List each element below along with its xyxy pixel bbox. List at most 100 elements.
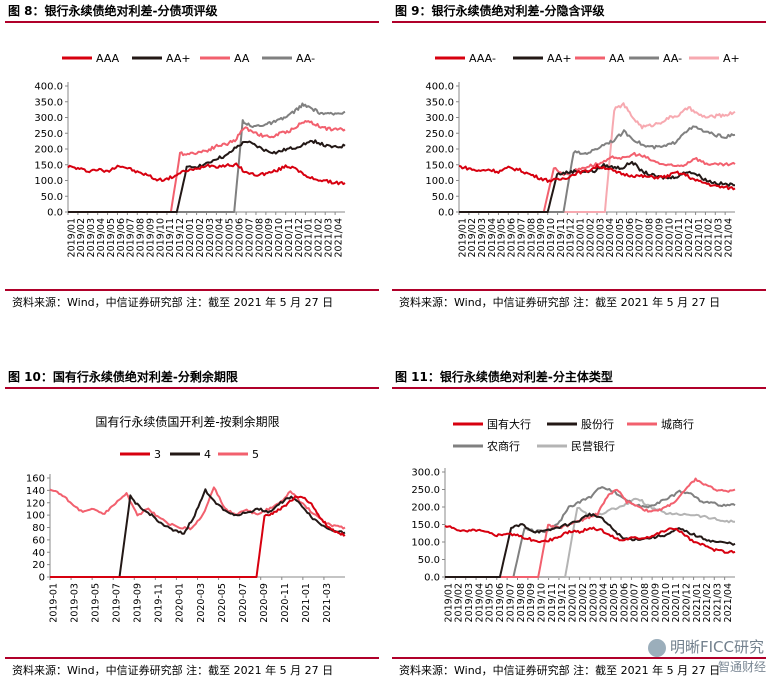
watermark-small: 智通财经 (717, 660, 766, 674)
x-tick-label: 2019/03 (464, 583, 475, 622)
x-tick-label: 2019/05 (106, 218, 117, 257)
source-note: 资料来源：Wind，中信证券研究部 注：截至 2021 年 5 月 27 日 (12, 664, 334, 677)
y-tick-label: 200.0 (411, 503, 440, 514)
x-tick-label: 2019-07 (112, 583, 123, 623)
x-tick-label: 2019/08 (516, 583, 527, 622)
legend-label: A+ (723, 52, 740, 65)
x-tick-label: 2019/01 (66, 218, 77, 257)
x-tick-label: 2020-05 (217, 583, 228, 623)
x-tick-label: 2019/12 (557, 583, 568, 622)
legend-label: AAA- (469, 52, 496, 65)
panel-title: 图 10：国有行永续债绝对利差-分剩余期限 (8, 370, 238, 384)
series-line-gray (68, 102, 346, 213)
x-tick-label: 2020/07 (635, 218, 646, 257)
x-tick-label: 2020/03 (588, 583, 599, 622)
x-tick-label: 2020/04 (215, 218, 226, 257)
y-tick-label: 50.0 (41, 192, 63, 203)
y-tick-label: 0.0 (47, 208, 63, 219)
x-tick-label: 2020/09 (654, 218, 665, 257)
legend-label: AA+ (166, 52, 191, 65)
x-tick-label: 2020/06 (619, 583, 630, 622)
x-tick-label: 2020/07 (630, 583, 641, 622)
x-tick-label: 2019-01 (48, 583, 59, 623)
y-tick-label: 300.0 (425, 113, 454, 124)
source-rule (5, 289, 379, 291)
x-tick-label: 2020/09 (264, 218, 275, 257)
x-tick-label: 2021/01 (692, 583, 703, 622)
x-tick-label: 2020/05 (609, 583, 620, 622)
x-tick-label: 2019/03 (477, 218, 488, 257)
x-tick-label: 2019/10 (537, 583, 548, 622)
x-tick-label: 2020/11 (674, 218, 685, 257)
y-tick-label: 300.0 (411, 468, 440, 479)
panel-title: 图 9：银行永续债绝对利差-分隐含评级 (395, 4, 605, 18)
x-tick-label: 2019-11 (154, 583, 165, 623)
y-tick-label: 100.0 (425, 176, 454, 187)
x-tick-label: 2021/04 (333, 218, 344, 257)
x-tick-label: 2019/10 (155, 218, 166, 257)
source-note: 资料来源：Wind，中信证券研究部 注：截至 2021 年 5 月 27 日 (399, 296, 721, 309)
x-tick-label: 2020/06 (235, 218, 246, 257)
x-tick-label: 2021/02 (314, 218, 325, 257)
title-rule (392, 387, 766, 389)
y-tick-label: 400.0 (34, 82, 63, 93)
x-tick-label: 2019/03 (86, 218, 97, 257)
legend-label: 3 (154, 448, 161, 461)
y-tick-label: 140 (26, 486, 45, 497)
title-rule (392, 21, 766, 23)
y-tick-label: 160 (26, 474, 45, 485)
x-tick-label: 2021/02 (702, 583, 713, 622)
x-tick-label: 2019/06 (116, 218, 127, 257)
legend-label: AA- (296, 52, 315, 65)
x-tick-label: 2019-05 (90, 583, 101, 623)
x-tick-label: 2020/12 (682, 583, 693, 622)
y-tick-label: 300.0 (34, 113, 63, 124)
x-tick-label: 2020/12 (684, 218, 695, 257)
x-tick-label: 2020/02 (578, 583, 589, 622)
legend-label: AA+ (547, 52, 572, 65)
x-tick-label: 2021/04 (723, 583, 734, 622)
x-tick-label: 2020/11 (671, 583, 682, 622)
y-tick-label: 80 (32, 523, 45, 534)
x-tick-label: 2020/10 (664, 218, 675, 257)
series-line-pink (68, 120, 346, 213)
x-tick-label: 2020/04 (599, 583, 610, 622)
x-tick-label: 2020/01 (185, 218, 196, 257)
watermark: 明晰FICC研究 (648, 636, 764, 657)
y-tick-label: 50.0 (418, 555, 440, 566)
chart-fig9: AAA- AA+ AA AA- A+ 0.0 50.0 100.0 150.0 200.0 250.… (425, 52, 740, 257)
y-tick-label: 50.0 (432, 192, 454, 203)
x-tick-label: 2020/03 (205, 218, 216, 257)
series-line-black (459, 160, 735, 213)
x-tick-label: 2019/06 (495, 583, 506, 622)
y-tick-label: 100.0 (34, 176, 63, 187)
series-line-red (444, 525, 736, 554)
y-tick-label: 250.0 (425, 129, 454, 140)
x-tick-label: 2020/05 (615, 218, 626, 257)
y-tick-label: 250.0 (411, 485, 440, 496)
y-tick-label: 350.0 (34, 97, 63, 108)
source-note: 资料来源：Wind，中信证券研究部 注：截至 2021 年 5 月 27 日 (12, 296, 334, 309)
series-line-red (67, 162, 346, 186)
y-tick-label: 0 (39, 573, 45, 584)
legend-label: AAA (96, 52, 120, 65)
y-tick-label: 150.0 (34, 160, 63, 171)
x-tick-label: 2021-01 (301, 583, 312, 623)
x-tick-label: 2019/02 (76, 218, 87, 257)
x-tick-label: 2020/07 (244, 218, 255, 257)
x-tick-label: 2020/11 (284, 218, 295, 257)
series-line-pink (459, 151, 736, 213)
panel-title: 图 11：银行永续债绝对利差-分主体类型 (395, 370, 613, 384)
legend-label: 4 (204, 448, 211, 461)
x-tick-label: 2021/01 (694, 218, 705, 257)
legend-label: AA (234, 52, 250, 65)
x-tick-label: 2020-01 (175, 583, 186, 623)
y-tick-label: 0.0 (424, 573, 440, 584)
y-tick-label: 150.0 (425, 160, 454, 171)
series-line-gray (459, 125, 736, 213)
x-tick-label: 2019/09 (526, 583, 537, 622)
x-tick-label: 2021/01 (304, 218, 315, 257)
x-tick-label: 2019/05 (497, 218, 508, 257)
legend-label: 股份行 (581, 418, 614, 431)
x-tick-label: 2021/03 (714, 218, 725, 257)
